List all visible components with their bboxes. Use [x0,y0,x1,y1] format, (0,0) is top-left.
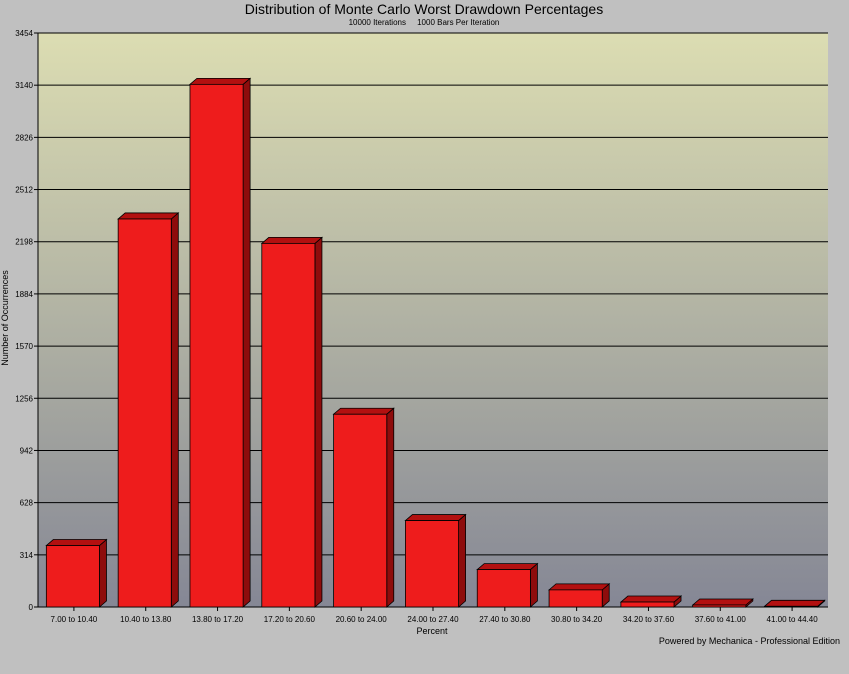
y-tick-label: 1570 [15,342,33,351]
x-tick-label: 10.40 to 13.80 [120,615,172,624]
bar [691,598,754,608]
y-tick-label: 0 [29,603,34,612]
bar-side [386,407,395,608]
bar-top [691,598,754,606]
bar-top [260,236,324,244]
bar-top [619,595,683,603]
bar-front [45,545,100,608]
y-tick-label: 628 [20,499,34,508]
bar-top [476,563,539,571]
x-tick-label: 27.40 to 30.80 [479,615,531,624]
bar-top [547,583,611,591]
bar-side [529,562,538,608]
bar [332,407,395,608]
bar-side [458,513,466,608]
y-tick-label: 1256 [15,394,33,403]
y-tick-label: 1884 [15,290,33,299]
y-tick-label: 942 [20,446,34,455]
bar-front [405,520,459,608]
y-tick-label: 2826 [15,133,33,142]
chart-subtitle: 10000 Iterations 1000 Bars Per Iteration [349,18,500,27]
bar [45,538,108,608]
bar [404,513,467,608]
x-tick-label: 17.20 to 20.60 [264,615,316,624]
bar [117,212,180,608]
bar [188,77,252,608]
bar-side [170,212,179,608]
bar-top [763,599,826,607]
y-tick-label: 3454 [15,29,33,38]
x-axis-ticks: 7.00 to 10.40 10.40 to 13.80 13.80 to 17.2… [51,607,819,624]
bar-top [332,407,395,415]
bar [619,595,683,608]
bar-top [404,514,467,521]
x-tick-label: 7.00 to 10.40 [51,615,98,624]
x-tick-label: 37.60 to 41.00 [695,615,747,624]
x-axis-label: Percent [416,626,448,636]
bar [476,562,539,608]
bar-top [188,77,252,85]
footer-credit: Powered by Mechanica - Professional Edit… [659,636,840,646]
bar-front [261,242,316,608]
y-tick-label: 2198 [15,238,33,247]
x-tick-label: 30.80 to 34.20 [551,615,603,624]
x-tick-label: 13.80 to 17.20 [192,615,244,624]
bar-top [45,539,108,546]
bar-front [117,218,172,608]
bar [260,236,324,608]
bar-front [333,413,388,608]
x-tick-label: 24.00 to 27.40 [407,615,459,624]
bar-top [117,212,180,220]
chart-title: Distribution of Monte Carlo Worst Drawdo… [245,1,603,17]
bar-front [620,601,675,608]
x-tick-label: 41.00 to 44.40 [767,615,819,624]
bar-side [242,77,251,608]
bar-side [314,236,323,608]
x-tick-label: 20.60 to 24.00 [336,615,388,624]
y-axis-label: Number of Occurrences [0,270,10,366]
bar [763,599,826,608]
y-tick-label: 314 [20,551,34,560]
x-tick-label: 34.20 to 37.60 [623,615,675,624]
y-axis-ticks: 0 314 628 942 1256 1570 1884 2198 2512 2826 3140 34… [15,29,38,612]
bars [45,77,826,608]
bar-front [764,605,819,608]
y-tick-label: 3140 [15,81,33,90]
bar-front [692,604,747,608]
y-tick-label: 2512 [15,186,33,195]
bar-front [476,569,531,608]
bar-front [189,83,244,608]
bar [547,583,611,608]
bar-side [99,538,107,608]
bar-front [548,589,603,608]
